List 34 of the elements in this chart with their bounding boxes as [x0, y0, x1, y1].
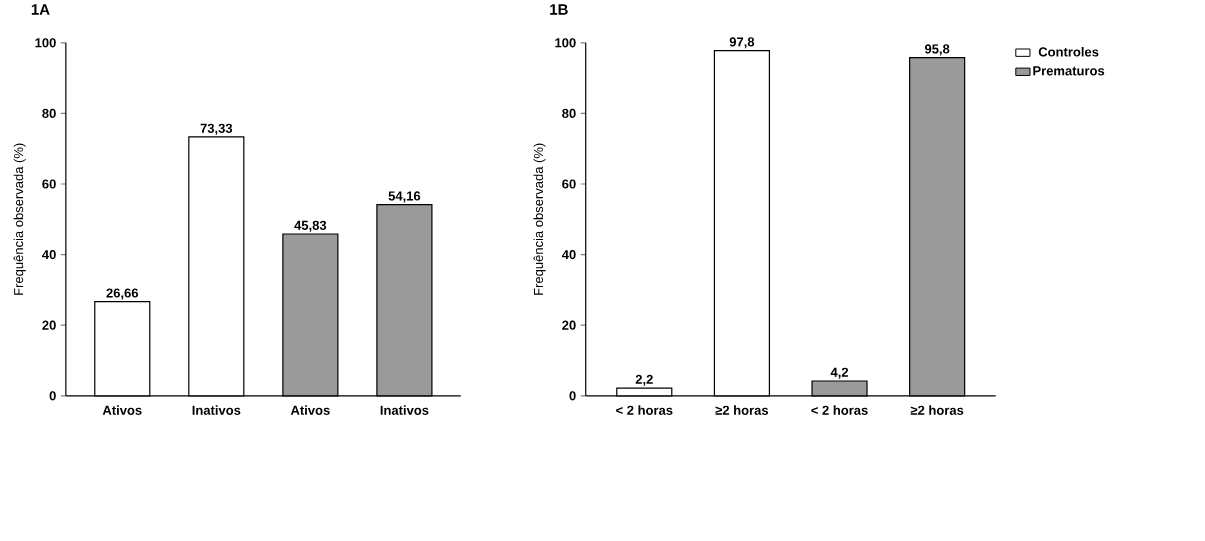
y-tick-label: 40	[42, 250, 56, 260]
x-tick-label: Ativos	[290, 405, 330, 416]
x-tick-label: < 2 horas	[811, 405, 868, 416]
y-tick-label: 40	[561, 250, 576, 260]
y-tick-label: 0	[569, 391, 576, 401]
x-tick-label: ≥2 horas	[910, 405, 964, 416]
y-tick-label: 80	[42, 109, 56, 119]
y-tick-label: 100	[555, 38, 576, 48]
data-label: 2,2	[635, 374, 653, 387]
data-label: 45,83	[294, 220, 327, 233]
data-label: 26,66	[106, 288, 139, 300]
data-label: 97,8	[729, 37, 755, 49]
data-label: 95,8	[924, 44, 950, 56]
y-axis-title: Frequência observada (%)	[533, 143, 546, 296]
x-tick-label: Ativos	[102, 405, 142, 416]
data-label: 4,2	[830, 367, 849, 380]
y-tick-label: 60	[562, 179, 576, 189]
y-tick-label: 100	[35, 38, 56, 48]
y-tick-label: 20	[562, 320, 576, 331]
x-tick-label: Inativos	[192, 405, 241, 416]
legend-label: Controles	[1038, 47, 1099, 57]
data-label: 73,33	[200, 123, 233, 135]
legend-label: Prematuros	[1033, 66, 1105, 76]
y-tick-label: 80	[562, 109, 576, 119]
x-tick-label: < 2 horas	[616, 405, 673, 416]
y-tick-label: 20	[42, 320, 56, 331]
y-tick-label: 60	[42, 179, 56, 189]
chart-title: 1A	[31, 4, 50, 15]
chart-title: 1B	[550, 4, 568, 15]
data-label: 54,16	[388, 191, 421, 203]
y-axis-title: Frequência observada (%)	[13, 143, 26, 296]
x-tick-label: Inativos	[380, 405, 429, 416]
x-tick-label: ≥2 horas	[715, 405, 769, 416]
y-tick-label: 0	[49, 391, 56, 401]
